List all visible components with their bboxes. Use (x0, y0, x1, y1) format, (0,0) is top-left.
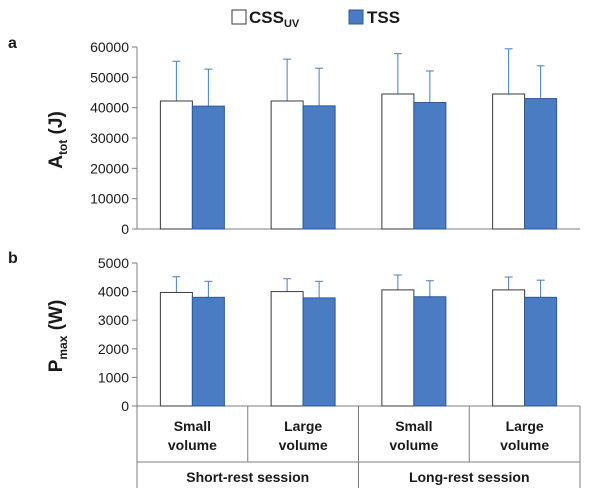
bar-b-tss (413, 296, 447, 407)
ylabel-b: Pmax (W) (46, 300, 70, 373)
bar-b-tss (524, 296, 558, 407)
ylabel-a-sub: tot (56, 140, 70, 155)
category-label-line1: Small (174, 418, 211, 434)
legend-swatch-css (231, 9, 247, 25)
y-tick-label-a: 50000 (90, 69, 129, 85)
ylabel-a-main: A (46, 155, 67, 169)
bar-a-css (270, 100, 304, 230)
y-tick-label-a: 0 (121, 221, 129, 237)
category-label-line1: Large (284, 418, 322, 434)
bar-b-css (492, 289, 526, 407)
category-label-line1: Small (395, 418, 432, 434)
bar-b-css (159, 291, 193, 407)
bar-b-tss (191, 296, 225, 407)
y-tick-label-a: 30000 (90, 130, 129, 146)
bar-a-css (159, 100, 193, 230)
legend-swatch-tss (348, 9, 364, 25)
panel-a-plot: 0 10000 20000 30000 40000 50000 60000 (90, 39, 580, 237)
bar-a-tss (413, 102, 447, 230)
category-label-line1: Large (506, 418, 544, 434)
y-tick-label-a: 40000 (90, 100, 129, 116)
panel-letter-b: b (8, 250, 18, 267)
group-label: Short-rest session (186, 469, 309, 485)
y-tick-label-b: 5000 (98, 255, 129, 271)
y-tick-label-a: 60000 (90, 39, 129, 55)
panel-b-plot: 0 1000 2000 3000 4000 5000 (98, 255, 580, 414)
legend-label-css: CSSUV (249, 8, 300, 30)
category-label-line2: volume (279, 437, 328, 453)
y-tick-label-a: 20000 (90, 160, 129, 176)
ylabel-b-main: P (46, 359, 67, 372)
y-tick-label-b: 1000 (98, 369, 129, 385)
bar-a-tss (191, 105, 225, 230)
ylabel-b-unit: (W) (46, 300, 67, 336)
category-label-line2: volume (389, 437, 438, 453)
x-axis-categories: Small volume Large volume Small volume Large vo… (136, 406, 581, 488)
legend-label-css-main: CSS (249, 8, 284, 27)
ylabel-a-unit: (J) (46, 111, 67, 140)
category-label-line2: volume (168, 437, 217, 453)
y-tick-label-a: 10000 (90, 191, 129, 207)
bar-b-css (270, 291, 304, 407)
y-tick-label-b: 3000 (98, 312, 129, 328)
panel-letter-a: a (8, 35, 17, 52)
legend-label-tss: TSS (367, 8, 400, 27)
bar-a-tss (302, 105, 336, 230)
legend-label-css-sub: UV (284, 18, 300, 30)
category-label-line2: volume (500, 437, 549, 453)
y-tick-label-b: 0 (121, 398, 129, 414)
ylabel-b-sub: max (56, 335, 70, 359)
bar-a-css (492, 93, 526, 230)
bar-b-tss (302, 297, 336, 407)
group-label: Long-rest session (409, 469, 530, 485)
bar-a-css (381, 93, 415, 230)
bar-a-tss (524, 98, 558, 230)
y-tick-label-b: 4000 (98, 284, 129, 300)
legend: CSSUV TSS (231, 8, 400, 30)
bar-b-css (381, 289, 415, 407)
y-tick-label-b: 2000 (98, 341, 129, 357)
ylabel-a: Atot (J) (46, 111, 70, 169)
